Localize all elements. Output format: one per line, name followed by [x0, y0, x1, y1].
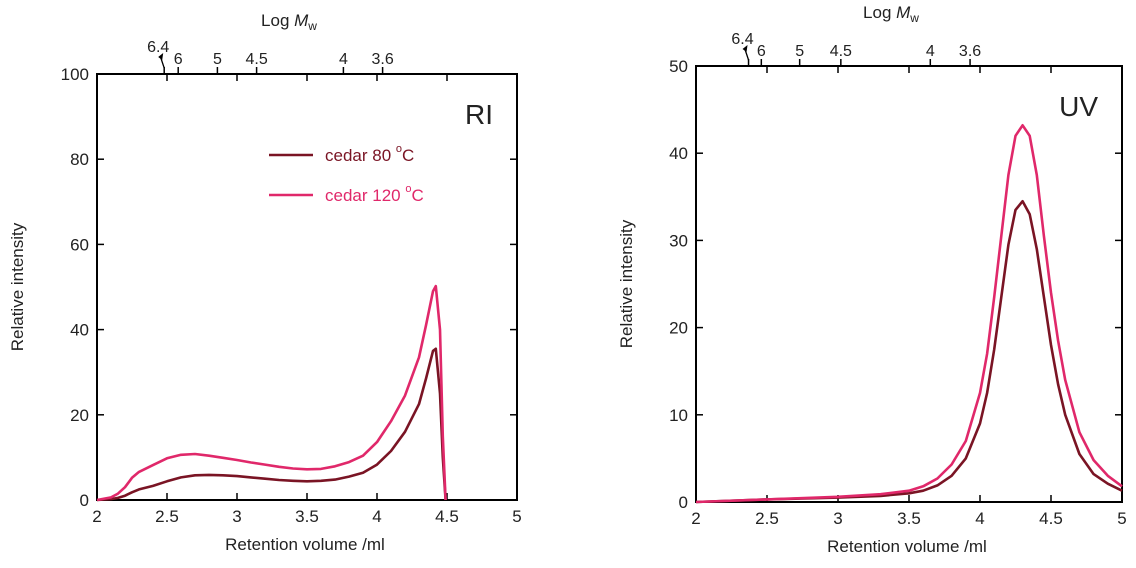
y-tick-label: 40 [70, 321, 89, 340]
top-axis-label-text: Log [863, 3, 896, 22]
top-tick-label: 4 [926, 43, 935, 60]
top-tick-label: 6.4 [731, 31, 753, 48]
x-tick-label: 5 [512, 507, 521, 526]
legend-label: cedar 80 oC [325, 143, 414, 165]
y-axis-label: Relative intensity [617, 219, 636, 348]
x-axis-label: Retention volume /ml [225, 535, 385, 554]
x-tick-label: 3 [833, 509, 842, 528]
top-tick-label: 4 [339, 51, 348, 68]
y-tick-label: 20 [70, 406, 89, 425]
top-tick-label: 4.5 [830, 43, 852, 60]
top-axis-label-var: M [896, 3, 911, 22]
series-line-cedar-120 [695, 124, 1123, 504]
series-line-cedar-120 [96, 284, 447, 502]
top-tick-label: 3.6 [959, 43, 981, 60]
plot-frame [695, 65, 1123, 503]
y-tick-label: 40 [669, 144, 688, 163]
top-tick-label: 3.6 [371, 51, 393, 68]
x-tick-label: 2.5 [755, 509, 779, 528]
chart-panel-ri: 2 2.5 3 3.5 4 4.5 5 0 20 40 60 80 100 6.4 6 5 4.5 4 3.6 Log… [8, 11, 522, 554]
top-axis-label-var: M [294, 11, 309, 30]
y-tick-label: 60 [70, 235, 89, 254]
top-tick-label: 5 [795, 43, 804, 60]
legend-label-text: cedar 80 [325, 146, 396, 165]
y-tick-label: 20 [669, 319, 688, 338]
plot-frame [96, 73, 518, 501]
top-tick-label: 5 [213, 51, 222, 68]
panel-tag: UV [1059, 91, 1098, 122]
series-line-cedar-80 [96, 347, 447, 502]
x-tick-label: 4 [975, 509, 984, 528]
y-tick-label: 30 [669, 231, 688, 250]
top-axis-label-sub: w [909, 11, 919, 25]
x-tick-label: 4 [372, 507, 381, 526]
top-tick-label: 6.4 [147, 39, 169, 56]
y-tick-label: 0 [679, 493, 688, 512]
top-tick-label: 4.5 [245, 51, 267, 68]
legend-label-text: cedar 120 [325, 186, 405, 205]
x-axis-label: Retention volume /ml [827, 537, 987, 556]
pointer-arrow-head [158, 53, 164, 60]
x-tick-label: 2.5 [155, 507, 179, 526]
x-tick-label: 3.5 [295, 507, 319, 526]
x-tick-label: 2 [691, 509, 700, 528]
top-tick-label: 6 [174, 51, 183, 68]
series-line-cedar-80 [695, 199, 1123, 504]
y-axis-label: Relative intensity [8, 222, 27, 351]
top-axis-label: Log Mw [863, 3, 919, 25]
top-axis-label: Log Mw [261, 11, 317, 33]
y-tick-label: 10 [669, 406, 688, 425]
x-tick-label: 3 [232, 507, 241, 526]
x-tick-label: 4.5 [435, 507, 459, 526]
x-tick-label: 5 [1117, 509, 1126, 528]
top-tick-label: 6 [757, 43, 766, 60]
legend-label-unit: C [411, 186, 423, 205]
top-axis-label-sub: w [307, 19, 317, 33]
y-tick-label: 50 [669, 57, 688, 76]
legend-label-degree: o [396, 143, 402, 155]
legend-item: cedar 120 oC [269, 183, 424, 205]
y-tick-label: 0 [80, 491, 89, 510]
legend-label-degree: o [405, 183, 411, 195]
pointer-arrow-head [742, 45, 748, 52]
panel-tag: RI [465, 99, 493, 130]
top-axis-label-text: Log [261, 11, 294, 30]
x-tick-label: 3.5 [897, 509, 921, 528]
legend-item: cedar 80 oC [269, 143, 414, 165]
y-tick-label: 100 [61, 65, 89, 84]
x-tick-label: 4.5 [1039, 509, 1063, 528]
legend-label-unit: C [402, 146, 414, 165]
legend-label: cedar 120 oC [325, 183, 424, 205]
y-tick-label: 80 [70, 150, 89, 169]
x-tick-label: 2 [92, 507, 101, 526]
